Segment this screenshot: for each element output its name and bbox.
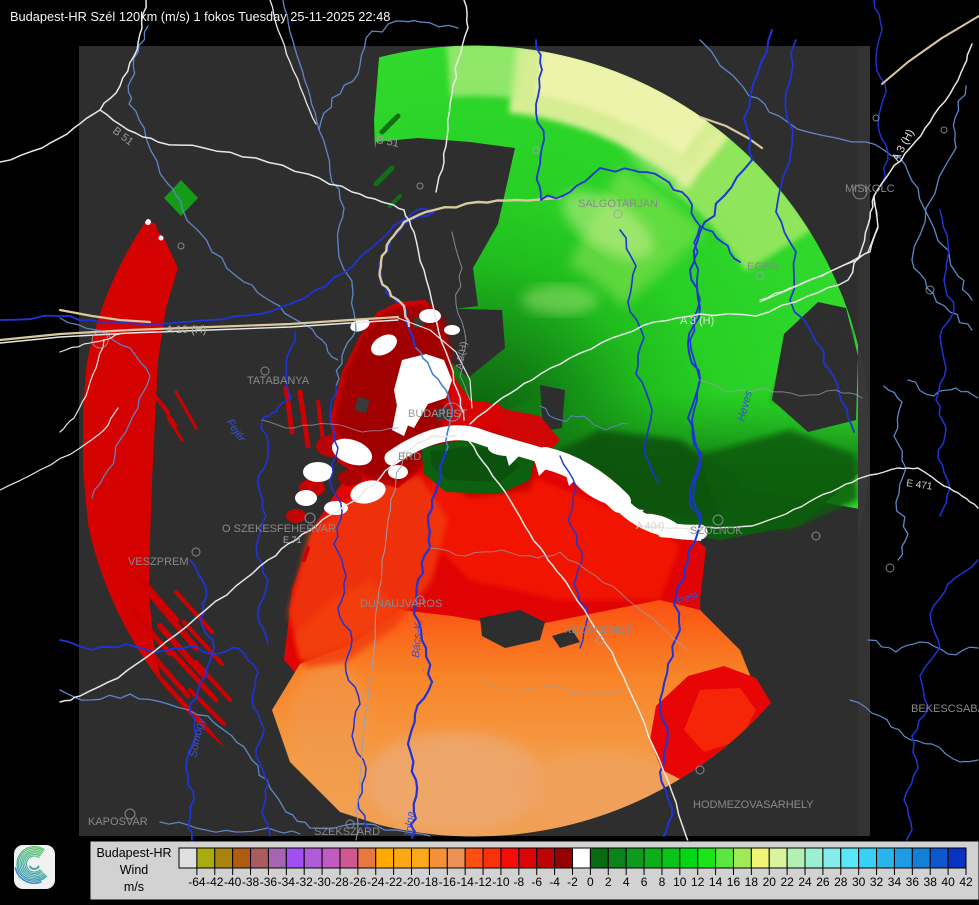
svg-text:18: 18 — [745, 875, 759, 889]
svg-text:B 51: B 51 — [375, 134, 399, 150]
svg-text:-14: -14 — [457, 875, 475, 889]
svg-text:20: 20 — [763, 875, 777, 889]
svg-text:VESZPREM: VESZPREM — [128, 556, 189, 568]
svg-text:-10: -10 — [492, 875, 510, 889]
svg-text:4: 4 — [623, 875, 630, 889]
svg-text:40: 40 — [941, 875, 955, 889]
svg-text:-8: -8 — [514, 875, 525, 889]
svg-text:HODMEZOVASARHELY: HODMEZOVASARHELY — [693, 799, 814, 811]
svg-text:DUNAUJVAROS: DUNAUJVAROS — [360, 598, 442, 610]
svg-text:-6: -6 — [531, 875, 542, 889]
svg-text:Tolna: Tolna — [403, 811, 417, 838]
svg-text:-12: -12 — [474, 875, 492, 889]
svg-text:36: 36 — [906, 875, 920, 889]
svg-text:26: 26 — [816, 875, 830, 889]
svg-text:-40: -40 — [224, 875, 242, 889]
svg-text:-32: -32 — [296, 875, 314, 889]
svg-text:A 4(H): A 4(H) — [636, 521, 664, 532]
svg-text:BEKESCSABA: BEKESCSABA — [911, 703, 979, 715]
svg-text:KAPOSVAR: KAPOSVAR — [88, 816, 148, 828]
svg-text:-18: -18 — [421, 875, 439, 889]
svg-text:SALGOTARJAN: SALGOTARJAN — [578, 198, 658, 210]
svg-text:-34: -34 — [278, 875, 296, 889]
svg-text:O SZEKESFEHERVAR: O SZEKESFEHERVAR — [222, 523, 336, 535]
svg-text:SZEKSZARD: SZEKSZARD — [314, 826, 380, 838]
svg-text:Budapest-HR: Budapest-HR — [96, 846, 171, 860]
svg-text:-38: -38 — [242, 875, 260, 889]
svg-text:42: 42 — [959, 875, 973, 889]
svg-text:EGER: EGER — [747, 261, 778, 273]
svg-text:Budapest-HR Szél 120km (m/s) 1: Budapest-HR Szél 120km (m/s) 1 fokos Tue… — [10, 9, 390, 24]
svg-text:22: 22 — [780, 875, 794, 889]
svg-text:SZOLNOK: SZOLNOK — [690, 525, 743, 537]
svg-text:MISKOLC: MISKOLC — [845, 183, 895, 195]
svg-text:30: 30 — [852, 875, 866, 889]
svg-text:TATABANYA: TATABANYA — [247, 375, 310, 387]
svg-text:Bács-K.: Bács-K. — [410, 619, 425, 658]
svg-text:10: 10 — [673, 875, 687, 889]
svg-text:A 2(H): A 2(H) — [454, 341, 470, 371]
svg-text:A 3 (H): A 3 (H) — [680, 315, 714, 327]
svg-text:8: 8 — [659, 875, 666, 889]
svg-text:24: 24 — [798, 875, 812, 889]
svg-text:-28: -28 — [331, 875, 349, 889]
svg-text:-30: -30 — [313, 875, 331, 889]
svg-text:-16: -16 — [439, 875, 457, 889]
svg-text:-64: -64 — [188, 875, 206, 889]
svg-text:A 10 (H): A 10 (H) — [166, 324, 206, 336]
svg-text:-20: -20 — [403, 875, 421, 889]
svg-text:16: 16 — [727, 875, 741, 889]
svg-text:12: 12 — [691, 875, 705, 889]
svg-text:38: 38 — [924, 875, 938, 889]
svg-text:BUDAPEST: BUDAPEST — [408, 408, 468, 420]
svg-text:-42: -42 — [206, 875, 224, 889]
svg-text:-22: -22 — [385, 875, 403, 889]
svg-text:-36: -36 — [260, 875, 278, 889]
svg-text:E 471: E 471 — [906, 478, 934, 493]
svg-text:2: 2 — [605, 875, 612, 889]
svg-text:28: 28 — [834, 875, 848, 889]
svg-text:E 71: E 71 — [283, 535, 302, 545]
svg-text:-26: -26 — [349, 875, 367, 889]
svg-text:34: 34 — [888, 875, 902, 889]
svg-text:-4: -4 — [549, 875, 560, 889]
svg-text:6: 6 — [641, 875, 648, 889]
svg-text:m/s: m/s — [124, 880, 144, 894]
svg-text:-24: -24 — [367, 875, 385, 889]
svg-text:-2: -2 — [567, 875, 578, 889]
svg-text:ERD: ERD — [398, 451, 421, 463]
svg-text:KECSKEMET: KECSKEMET — [564, 624, 632, 636]
svg-text:32: 32 — [870, 875, 884, 889]
svg-text:0: 0 — [587, 875, 594, 889]
svg-text:Wind: Wind — [120, 863, 149, 877]
svg-text:14: 14 — [709, 875, 723, 889]
